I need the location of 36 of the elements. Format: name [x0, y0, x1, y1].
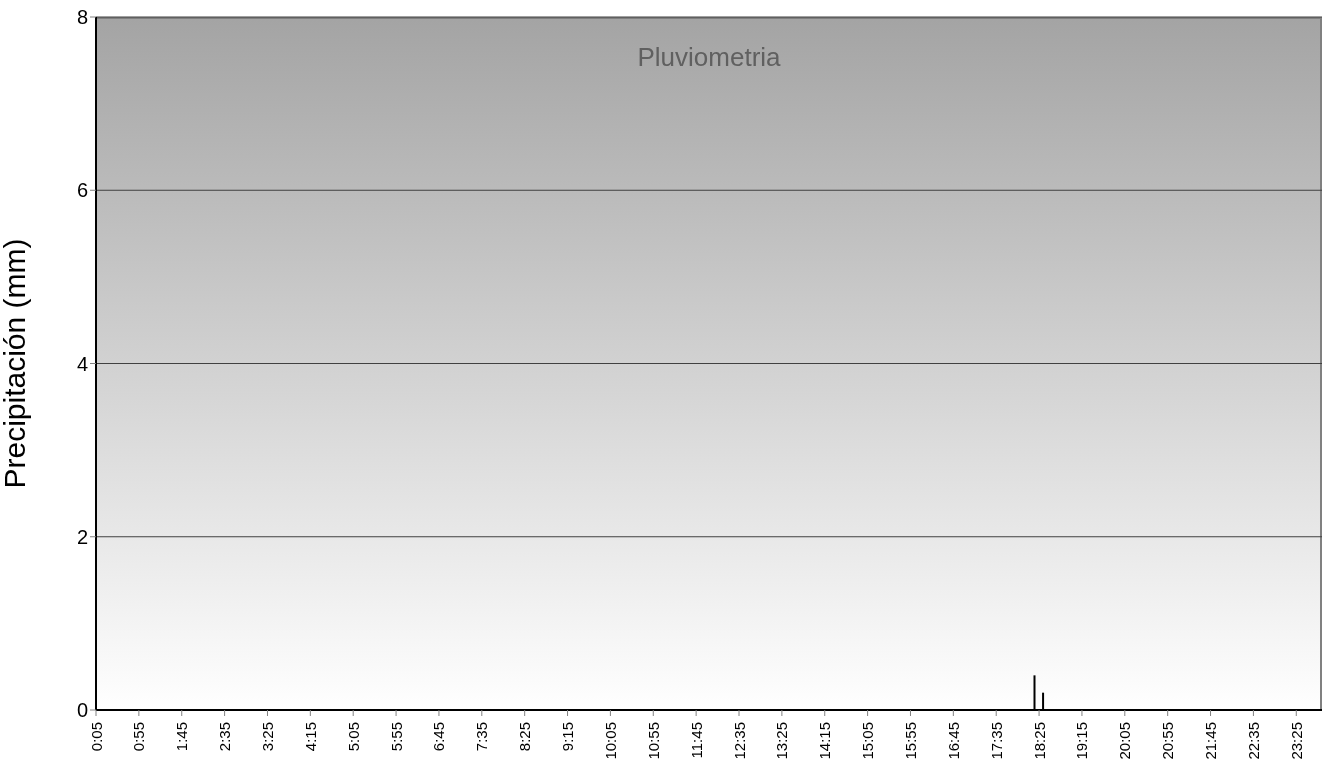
- y-tick-label: 4: [76, 352, 88, 375]
- x-tick-label: 17:35: [987, 722, 1005, 760]
- y-tick-label: 0: [76, 699, 88, 722]
- x-tick-label: 12:35: [730, 722, 748, 760]
- x-tick-label: 5:55: [387, 722, 405, 752]
- x-tick-label: 15:55: [901, 722, 919, 760]
- y-tick-label: 8: [76, 6, 88, 29]
- x-tick-label: 20:05: [1116, 722, 1134, 760]
- y-tick-label: 6: [76, 179, 88, 202]
- x-tick-label: 20:55: [1159, 722, 1177, 760]
- x-tick-label: 8:25: [516, 722, 534, 752]
- text: Pluviometria: [636, 42, 782, 73]
- x-tick-label: 5:05: [344, 722, 362, 752]
- x-tick-label: 0:05: [87, 722, 105, 752]
- x-tick-label: 10:55: [644, 722, 662, 760]
- x-tick-label: 0:55: [130, 722, 148, 752]
- x-tick-label: 22:35: [1244, 722, 1262, 760]
- x-tick-label: 14:15: [816, 722, 834, 760]
- x-tick-label: 11:45: [687, 722, 705, 759]
- x-tick-label: 7:35: [473, 722, 491, 752]
- x-tick-label: 4:15: [301, 722, 319, 752]
- x-tick-label: 6:45: [430, 722, 448, 752]
- y-tick-label: 2: [76, 525, 88, 548]
- x-tick-label: 18:25: [1030, 722, 1048, 760]
- x-tick-label: 16:45: [944, 722, 962, 760]
- x-tick-label: 3:25: [258, 722, 276, 752]
- x-tick-label: 10:05: [601, 722, 619, 760]
- x-tick-label: 2:35: [216, 722, 234, 752]
- x-tick-label: 21:45: [1202, 722, 1220, 760]
- x-tick-label: 15:05: [859, 722, 877, 760]
- x-tick-label: 1:45: [173, 722, 191, 752]
- y-axis-title: Precipitación (mm): [0, 238, 31, 489]
- x-tick-label: 9:15: [559, 722, 577, 752]
- x-tick-label: 19:15: [1073, 722, 1091, 760]
- x-tick-label: 23:25: [1287, 722, 1305, 760]
- x-tick-label: 13:25: [773, 722, 791, 760]
